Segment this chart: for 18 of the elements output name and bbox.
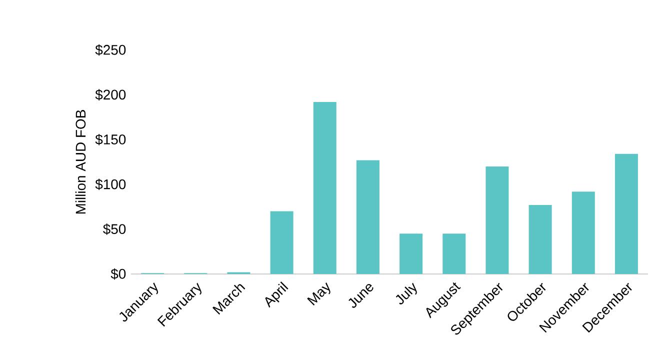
y-tick-label: $0 [110,268,126,280]
bar [270,211,294,274]
bar [614,154,638,274]
y-tick-label: $150 [95,134,126,146]
bar [486,166,509,274]
y-axis-title: Million AUD FOB [75,110,86,214]
bar [400,234,423,274]
y-tick-label: $50 [103,224,126,235]
y-tick-label: $200 [95,89,126,100]
bar [442,234,466,274]
y-tick-label: $250 [95,44,126,56]
bar [572,192,595,274]
x-tick-label: July [396,282,417,304]
bar [528,205,552,274]
bar [313,102,336,274]
y-tick-label: $100 [95,178,126,190]
bar [356,160,380,274]
x-tick-label: May [307,282,330,306]
